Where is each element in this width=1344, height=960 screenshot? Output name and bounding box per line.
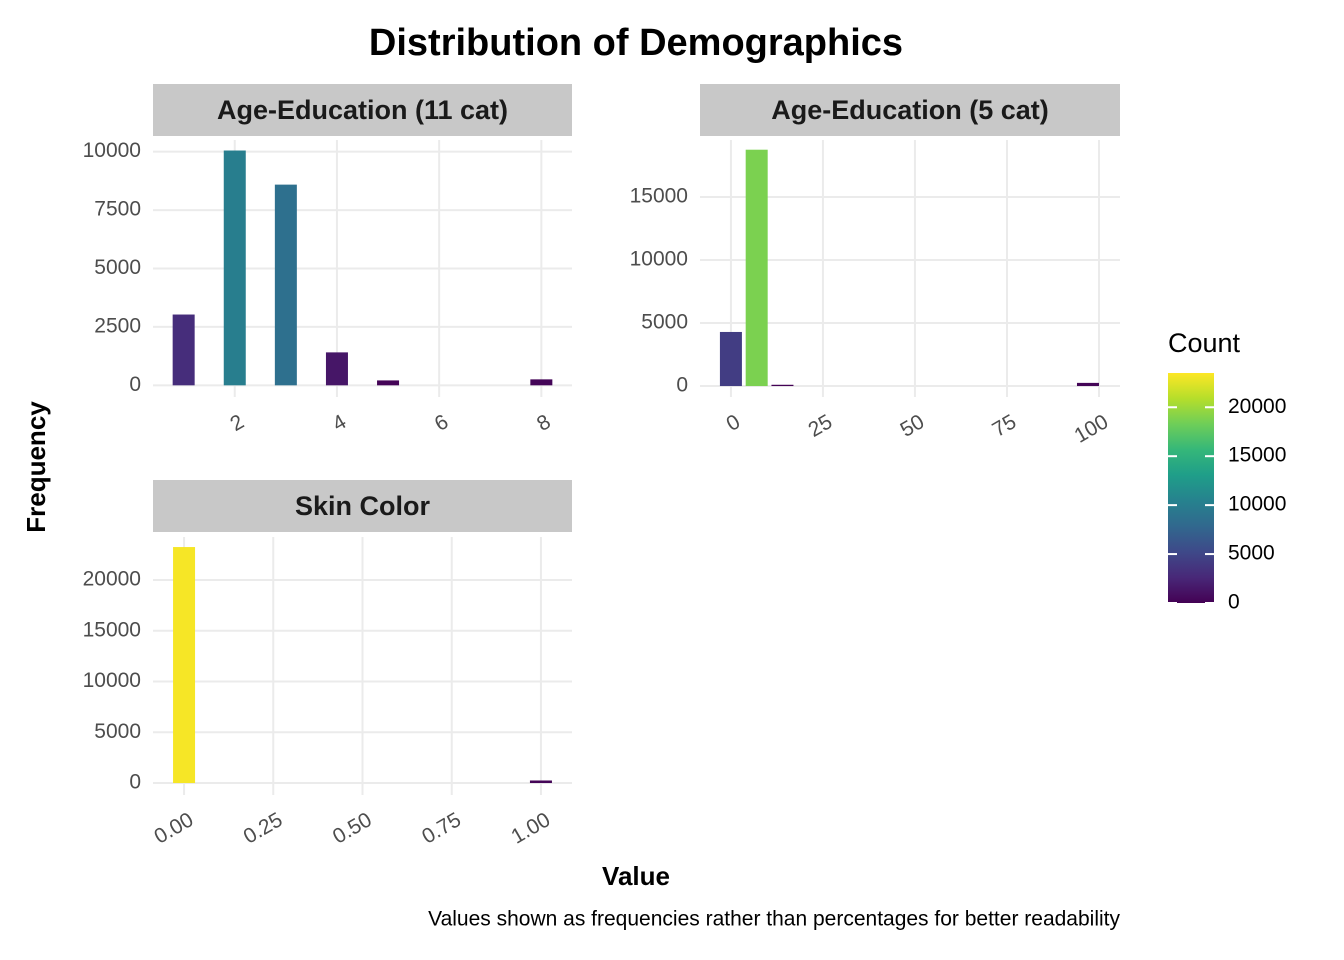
chart-title: Distribution of Demographics bbox=[369, 22, 903, 64]
bar bbox=[719, 331, 742, 387]
y-tick-label: 5000 bbox=[641, 311, 688, 334]
panel-title: Age-Education (11 cat) bbox=[217, 95, 508, 125]
caption: Values shown as frequencies rather than … bbox=[428, 908, 1120, 931]
strip bbox=[153, 480, 572, 532]
y-tick-label: 0 bbox=[676, 374, 688, 397]
bar bbox=[377, 380, 400, 386]
y-tick-label: 20000 bbox=[83, 568, 141, 591]
strip bbox=[153, 84, 572, 136]
y-tick-label: 5000 bbox=[94, 720, 141, 743]
x-axis-label: Value bbox=[602, 861, 670, 891]
bar bbox=[530, 379, 553, 386]
bar bbox=[173, 547, 196, 784]
y-tick-label: 0 bbox=[129, 771, 141, 794]
x-tick-label: 0 bbox=[723, 410, 745, 436]
colorbar bbox=[1168, 373, 1214, 603]
y-tick-label: 2500 bbox=[94, 314, 141, 337]
strip bbox=[700, 84, 1120, 136]
x-tick-label: 0.75 bbox=[418, 808, 465, 848]
panel-title: Age-Education (5 cat) bbox=[771, 95, 1049, 125]
x-tick-label: 0.25 bbox=[240, 808, 287, 848]
legend-tick-label: 20000 bbox=[1228, 395, 1286, 418]
y-tick-label: 10000 bbox=[83, 669, 141, 692]
x-tick-label: 4 bbox=[329, 410, 351, 436]
y-tick-label: 5000 bbox=[94, 256, 141, 279]
x-tick-label: 50 bbox=[897, 410, 929, 442]
bar bbox=[529, 780, 552, 784]
x-tick-label: 0.50 bbox=[329, 808, 376, 848]
x-tick-label: 75 bbox=[989, 410, 1021, 442]
bar bbox=[172, 314, 195, 386]
bar bbox=[325, 352, 348, 386]
x-tick-label: 2 bbox=[226, 410, 248, 436]
y-tick-label: 15000 bbox=[630, 185, 688, 208]
y-tick-label: 15000 bbox=[83, 618, 141, 641]
x-tick-label: 1.00 bbox=[507, 808, 554, 848]
legend-tick-label: 10000 bbox=[1228, 493, 1286, 516]
bar bbox=[745, 149, 768, 387]
x-tick-label: 0.00 bbox=[150, 808, 197, 848]
x-tick-label: 100 bbox=[1070, 410, 1112, 447]
y-tick-label: 7500 bbox=[94, 198, 141, 221]
legend-tick-label: 5000 bbox=[1228, 542, 1275, 565]
x-tick-label: 8 bbox=[533, 410, 555, 436]
legend-tick-label: 0 bbox=[1228, 591, 1240, 614]
bar bbox=[771, 384, 794, 387]
legend-title: Count bbox=[1168, 328, 1241, 358]
x-tick-label: 25 bbox=[804, 410, 836, 442]
y-tick-label: 10000 bbox=[83, 139, 141, 162]
x-tick-label: 6 bbox=[431, 410, 453, 436]
y-tick-label: 0 bbox=[129, 373, 141, 396]
panel-title: Skin Color bbox=[295, 491, 431, 521]
legend-tick-label: 15000 bbox=[1228, 444, 1286, 467]
bar bbox=[1076, 382, 1099, 387]
y-tick-label: 10000 bbox=[630, 248, 688, 271]
bar bbox=[274, 184, 297, 386]
y-axis-label: Frequency bbox=[21, 401, 51, 533]
bar bbox=[223, 150, 246, 386]
